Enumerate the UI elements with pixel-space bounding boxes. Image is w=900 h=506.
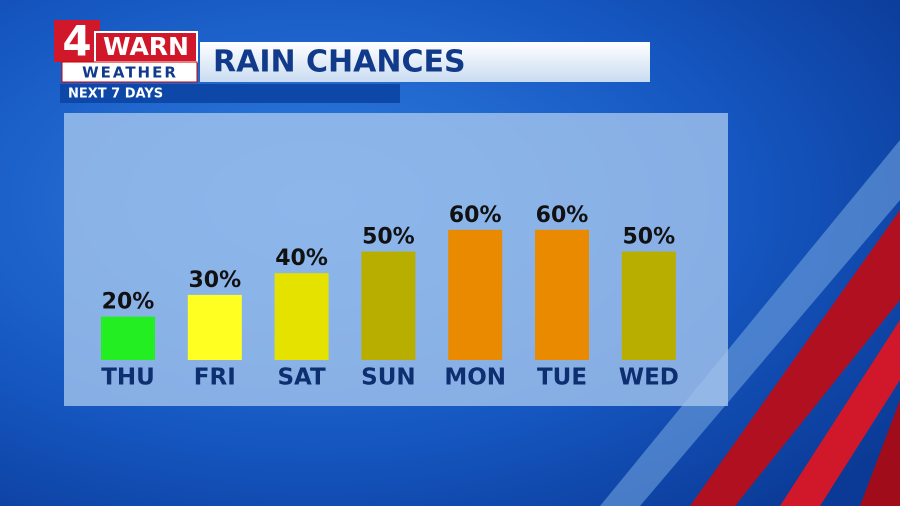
bar (101, 316, 155, 360)
title: RAIN CHANCES (213, 45, 466, 80)
value-label: 30% (188, 268, 241, 293)
subtitle-bar (60, 84, 400, 103)
bar (448, 229, 503, 360)
bar (621, 251, 676, 360)
stripe (860, 400, 900, 506)
value-label: 60% (536, 203, 589, 228)
subtitle: NEXT 7 DAYS (68, 87, 163, 102)
bar (535, 229, 589, 360)
logo-box (94, 31, 198, 63)
value-label: 50% (622, 225, 675, 250)
logo-sub: WEATHER (82, 64, 178, 82)
bar (361, 251, 416, 360)
category-label: THU (101, 365, 155, 391)
logo-word: WARN (103, 32, 189, 61)
logo-number: 4 (62, 17, 91, 66)
title-bar (200, 42, 650, 82)
category-label: MON (444, 365, 506, 391)
stripe (600, 140, 900, 506)
value-label: 20% (102, 290, 155, 315)
value-label: 40% (275, 246, 328, 271)
category-label: SUN (361, 365, 416, 391)
category-label: FRI (194, 365, 236, 391)
category-label: WED (619, 365, 679, 391)
bar (187, 294, 242, 360)
bar (274, 273, 329, 360)
stripe (690, 210, 900, 506)
logo-box (54, 20, 100, 62)
category-label: SAT (277, 365, 326, 391)
stripe (780, 320, 900, 506)
value-label: 60% (449, 203, 502, 228)
logo-box (61, 61, 198, 83)
value-label: 50% (362, 225, 415, 250)
category-label: TUE (537, 365, 587, 391)
